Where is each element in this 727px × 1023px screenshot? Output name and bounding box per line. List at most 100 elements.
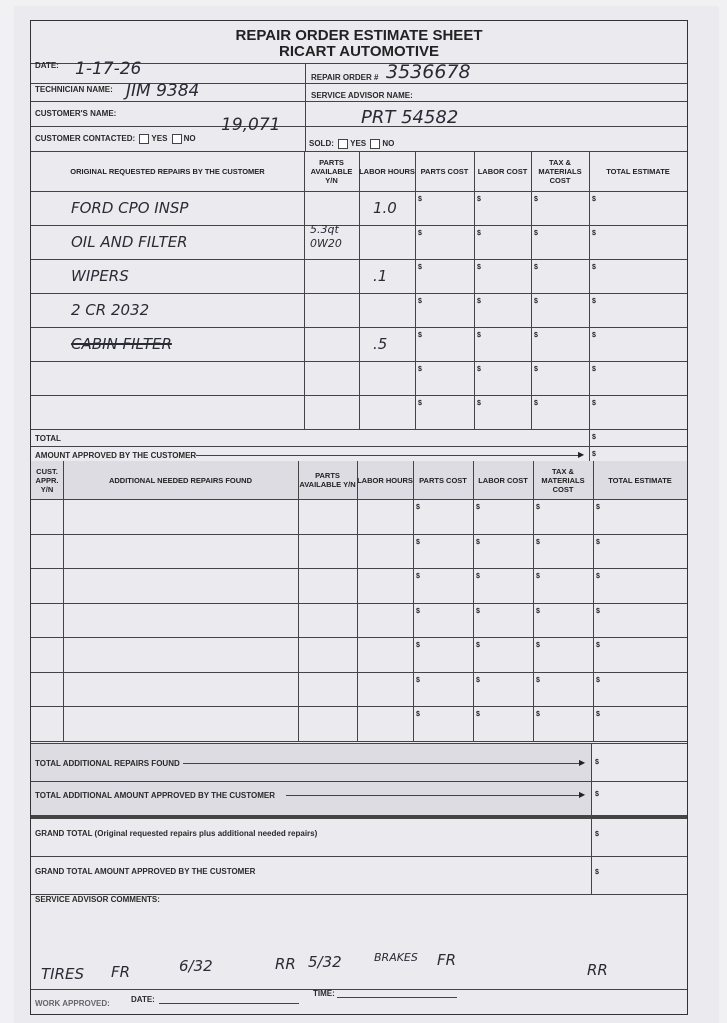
additional-repair-row[interactable] — [31, 499, 687, 534]
additional-amount-cell[interactable]: $ — [416, 607, 420, 615]
additional-amount-cell[interactable]: $ — [476, 538, 480, 546]
original-col-header: TOTAL ESTIMATE — [606, 166, 670, 176]
additional-repair-row[interactable] — [31, 706, 687, 741]
grand-total-amount[interactable]: $ — [595, 831, 599, 838]
original-repair-description[interactable]: FORD CPO INSP — [71, 199, 189, 217]
original-repair-description[interactable]: WIPERS — [71, 267, 129, 285]
original-amount-cell[interactable]: $ — [534, 230, 538, 237]
additional-amount-cell[interactable]: $ — [536, 642, 540, 649]
original-amount-cell[interactable]: $ — [477, 400, 481, 407]
comment-word: RR — [587, 961, 608, 979]
original-labor-hours[interactable]: 1.0 — [373, 199, 397, 217]
sold-no-checkbox[interactable] — [370, 139, 381, 149]
original-labor-hours[interactable]: .5 — [373, 335, 388, 353]
original-total-label: TOTAL — [35, 434, 61, 443]
original-amount-cell[interactable]: $ — [418, 230, 422, 237]
original-amount-cell[interactable]: $ — [477, 230, 481, 237]
additional-amount-cell[interactable]: $ — [596, 676, 600, 684]
additional-amount-cell[interactable]: $ — [536, 711, 540, 718]
customer-name-value[interactable]: 19,071 — [221, 115, 281, 135]
total-additional-found-amount[interactable]: $ — [595, 759, 599, 766]
original-repair-description[interactable]: OIL AND FILTER — [71, 233, 188, 251]
original-parts-available[interactable]: 5.3qt 0W20 — [310, 223, 342, 250]
additional-amount-cell[interactable]: $ — [596, 642, 600, 649]
additional-amount-cell[interactable]: $ — [536, 538, 540, 546]
date-value[interactable]: 1-17-26 — [75, 59, 142, 79]
total-additional-approved-amount[interactable]: $ — [595, 791, 599, 798]
original-amount-cell[interactable]: $ — [592, 230, 596, 237]
additional-amount-cell[interactable]: $ — [596, 504, 600, 511]
original-amount-cell[interactable]: $ — [477, 196, 481, 203]
original-amount-cell[interactable]: $ — [418, 264, 422, 271]
original-amount-cell[interactable]: $ — [477, 298, 481, 305]
additional-amount-cell[interactable]: $ — [476, 504, 480, 511]
service-advisor-value[interactable]: PRT 54582 — [361, 107, 459, 128]
additional-col-header: TAX & MATERIALS COST — [541, 466, 585, 494]
additional-amount-cell[interactable]: $ — [416, 642, 420, 649]
additional-repair-row[interactable] — [31, 637, 687, 672]
approval-time-field[interactable] — [337, 997, 457, 998]
additional-repair-row[interactable] — [31, 534, 687, 569]
original-col-header: PARTS AVAILABLE Y/N — [310, 157, 353, 185]
additional-amount-cell[interactable]: $ — [416, 573, 420, 580]
arrow-right-icon: ▶ — [578, 450, 585, 459]
additional-repair-row[interactable] — [31, 568, 687, 603]
additional-repair-row[interactable] — [31, 672, 687, 707]
additional-amount-cell[interactable]: $ — [476, 642, 480, 649]
original-amount-cell[interactable]: $ — [534, 400, 538, 407]
paper-sheet — [14, 6, 719, 1023]
amount-approved-value[interactable]: $ — [592, 451, 596, 458]
original-amount-cell[interactable]: $ — [592, 298, 596, 305]
sold-yes-checkbox[interactable] — [338, 139, 349, 149]
original-amount-cell[interactable]: $ — [418, 196, 422, 203]
additional-amount-cell[interactable]: $ — [536, 504, 540, 511]
original-amount-cell[interactable]: $ — [534, 298, 538, 305]
original-col-header: PARTS COST — [420, 166, 469, 176]
additional-amount-cell[interactable]: $ — [536, 676, 540, 684]
original-amount-cell[interactable]: $ — [592, 264, 596, 271]
original-amount-cell[interactable]: $ — [418, 298, 422, 305]
original-repair-description[interactable]: 2 CR 2032 — [71, 301, 150, 319]
original-amount-cell[interactable]: $ — [534, 332, 538, 339]
additional-amount-cell[interactable]: $ — [596, 538, 600, 546]
additional-amount-cell[interactable]: $ — [476, 573, 480, 580]
additional-amount-cell[interactable]: $ — [476, 711, 480, 718]
additional-amount-cell[interactable]: $ — [476, 676, 480, 684]
original-repair-description[interactable]: CABIN FILTER — [71, 335, 172, 353]
original-total-amount[interactable]: $ — [592, 434, 596, 441]
additional-amount-cell[interactable]: $ — [416, 504, 420, 511]
original-amount-cell[interactable]: $ — [592, 332, 596, 339]
repair-order-value[interactable]: 3536678 — [386, 61, 471, 83]
original-amount-cell[interactable]: $ — [477, 264, 481, 271]
repair-order-label: REPAIR ORDER # — [311, 73, 379, 82]
additional-repair-row[interactable] — [31, 603, 687, 638]
original-amount-cell[interactable]: $ — [477, 332, 481, 339]
service-advisor-comments-field[interactable]: TIRES FR 6/32 RR 5/32 BRAKES FR RR — [31, 951, 687, 991]
additional-amount-cell[interactable]: $ — [536, 573, 540, 580]
original-amount-cell[interactable]: $ — [592, 196, 596, 203]
additional-amount-cell[interactable]: $ — [416, 538, 420, 546]
additional-amount-cell[interactable]: $ — [416, 711, 420, 718]
contacted-yes-checkbox[interactable] — [139, 134, 150, 144]
additional-amount-cell[interactable]: $ — [596, 711, 600, 718]
additional-amount-cell[interactable]: $ — [596, 607, 600, 615]
approval-date-field[interactable] — [159, 1003, 299, 1004]
grand-total-approved-amount[interactable]: $ — [595, 869, 599, 876]
technician-value[interactable]: JIM 9384 — [126, 81, 200, 101]
original-amount-cell[interactable]: $ — [477, 366, 481, 373]
original-amount-cell[interactable]: $ — [534, 196, 538, 203]
original-labor-hours[interactable]: .1 — [373, 267, 388, 285]
additional-amount-cell[interactable]: $ — [536, 607, 540, 615]
additional-amount-cell[interactable]: $ — [596, 573, 600, 580]
original-amount-cell[interactable]: $ — [418, 366, 422, 373]
additional-col-header: LABOR COST — [478, 475, 528, 485]
original-amount-cell[interactable]: $ — [592, 366, 596, 373]
original-amount-cell[interactable]: $ — [418, 332, 422, 339]
additional-amount-cell[interactable]: $ — [476, 607, 480, 615]
original-amount-cell[interactable]: $ — [534, 366, 538, 373]
contacted-no-checkbox[interactable] — [171, 134, 182, 144]
original-amount-cell[interactable]: $ — [534, 264, 538, 271]
additional-amount-cell[interactable]: $ — [416, 676, 420, 684]
original-amount-cell[interactable]: $ — [418, 400, 422, 407]
original-amount-cell[interactable]: $ — [592, 400, 596, 407]
